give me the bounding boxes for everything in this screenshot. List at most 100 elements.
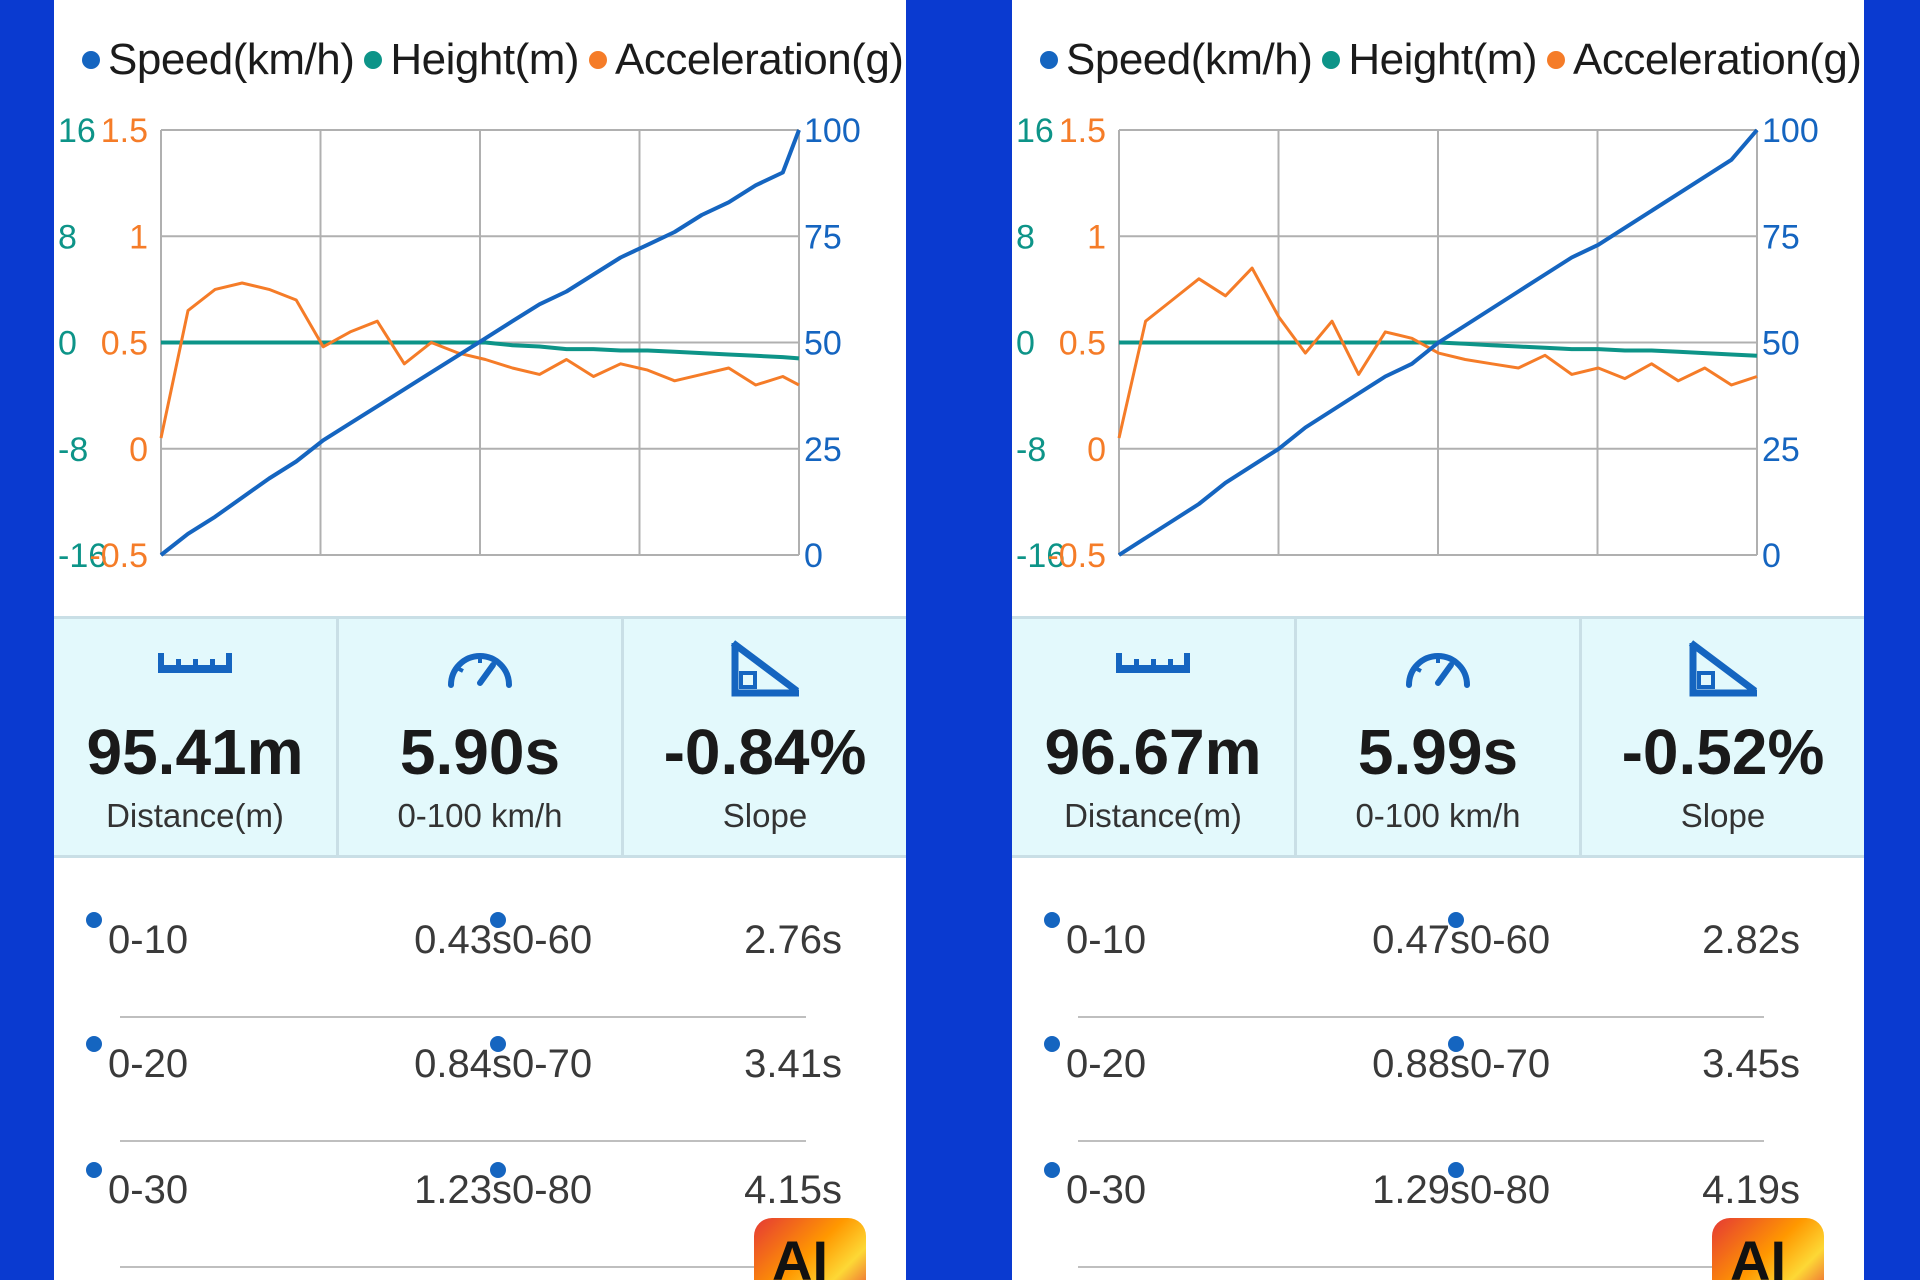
height-tick-label: -16 [58, 537, 107, 575]
acceleration-tick-label: 0.5 [1059, 325, 1106, 363]
performance-chart: 16 8 0 -8 -16 1.5 1 0.5 0 -0.5 100 75 50 25 0 [58, 112, 861, 575]
speed-dot-icon [1040, 51, 1058, 69]
time-value: 5.99s [1357, 716, 1519, 788]
height-tick-label: -16 [1016, 537, 1065, 575]
distance-label: Distance(m) [106, 797, 284, 834]
split-row: 0-30 1.29s 0-80 4.19s [1012, 1110, 1864, 1268]
split-label: 0-30 [108, 1168, 189, 1212]
speedometer-icon [448, 653, 512, 688]
bullet-icon [1448, 1036, 1464, 1052]
split-label: 0-80 [1470, 1168, 1551, 1212]
split-label: 0-10 [1066, 918, 1147, 962]
split-value: 3.45s [1702, 1042, 1800, 1086]
height-dot-icon [364, 51, 383, 69]
acceleration-series-line [159, 281, 800, 439]
split-times: 0-10 0.43s 0-60 2.76s 0-20 0.84s 0-70 3.… [54, 860, 906, 1280]
bullet-icon [490, 1162, 506, 1178]
distance-stat: 95.41m Distance(m) [54, 619, 336, 855]
speedometer-icon [1406, 653, 1470, 688]
speed-tick-label: 25 [1762, 431, 1800, 469]
height-tick-label: 16 [1016, 112, 1054, 150]
split-value: 2.82s [1702, 918, 1800, 962]
chart-legend: Speed(km/h) Height(m) Acceleration(g) [1040, 30, 1864, 90]
split-label: 0-70 [512, 1042, 593, 1086]
split-value: 0.43s [414, 918, 512, 962]
height-tick-label: 0 [58, 325, 77, 363]
height-tick-label: -8 [58, 431, 88, 469]
chart-legend: Speed(km/h) Height(m) Acceleration(g) [82, 30, 906, 90]
stats-bar: 96.67m Distance(m) 5.99s 0-100 km/h -0.5… [1012, 616, 1864, 858]
split-label: 0-20 [1066, 1042, 1147, 1086]
slope-value: -0.84% [663, 716, 867, 788]
speed-tick-label: 50 [804, 325, 842, 363]
split-label: 0-60 [1470, 918, 1551, 962]
slope-value: -0.52% [1621, 716, 1825, 788]
acceleration-tick-label: -0.5 [89, 537, 148, 575]
speed-tick-label: 100 [1762, 112, 1819, 150]
split-value: 0.88s [1372, 1042, 1470, 1086]
height-tick-label: 16 [58, 112, 96, 150]
time-value: 5.90s [399, 716, 561, 788]
split-label: 0-80 [512, 1168, 593, 1212]
time-label: 0-100 km/h [397, 797, 563, 834]
legend-height[interactable]: Height(m) [364, 35, 580, 85]
speed-tick-label: 100 [804, 112, 861, 150]
speed-series-line [159, 129, 801, 557]
height-tick-label: 8 [58, 218, 77, 256]
speed-series-line [1117, 128, 1759, 557]
distance-stat: 96.67m Distance(m) [1012, 619, 1294, 855]
speed-tick-label: 50 [1762, 325, 1800, 363]
distance-label: Distance(m) [1064, 797, 1242, 834]
divider [120, 1016, 806, 1018]
bullet-icon [86, 912, 102, 928]
acceleration-tick-label: 1 [1087, 218, 1106, 256]
acceleration-tick-label: 1.5 [101, 112, 148, 150]
acceleration-tick-label: 0.5 [101, 325, 148, 363]
slope-label: Slope [1680, 797, 1766, 834]
acceleration-tick-label: 1 [129, 218, 148, 256]
ai-assistant-button[interactable]: AI [754, 1218, 866, 1280]
acceleration-tick-label: -0.5 [1047, 537, 1106, 575]
time-stat: 5.90s 0-100 km/h [336, 619, 621, 855]
speed-tick-label: 75 [804, 218, 842, 256]
speed-tick-label: 75 [1762, 218, 1800, 256]
legend-speed-label: Speed(km/h) [1066, 35, 1313, 84]
ruler-icon [158, 653, 232, 673]
slope-icon [730, 640, 800, 697]
bullet-icon [1448, 1162, 1464, 1178]
legend-speed[interactable]: Speed(km/h) [82, 35, 355, 85]
split-value: 4.15s [744, 1168, 842, 1212]
legend-acceleration-label: Acceleration(g) [615, 35, 904, 84]
acceleration-dot-icon [589, 51, 608, 69]
slope-icon [1688, 640, 1758, 697]
split-times: 0-10 0.47s 0-60 2.82s 0-20 0.88s 0-70 3.… [1012, 860, 1864, 1280]
legend-acceleration-label: Acceleration(g) [1573, 35, 1862, 84]
speed-tick-label: 0 [804, 537, 823, 575]
result-panel-right: Speed(km/h) Height(m) Acceleration(g) 16… [1012, 0, 1864, 1280]
bullet-icon [490, 912, 506, 928]
slope-stat: -0.84% Slope [621, 619, 906, 855]
height-tick-label: 8 [1016, 218, 1035, 256]
performance-chart: 16 8 0 -8 -16 1.5 1 0.5 0 -0.5 100 75 50 25 0 [1016, 112, 1819, 575]
divider [1078, 1016, 1764, 1018]
acceleration-tick-label: 1.5 [1059, 112, 1106, 150]
legend-height[interactable]: Height(m) [1322, 35, 1538, 85]
legend-acceleration[interactable]: Acceleration(g) [1547, 35, 1862, 85]
split-row: 0-20 0.88s 0-70 3.45s [1012, 984, 1864, 1142]
split-label: 0-30 [1066, 1168, 1147, 1212]
split-value: 1.29s [1372, 1168, 1470, 1212]
split-row: 0-30 1.23s 0-80 4.15s [54, 1110, 906, 1268]
split-value: 2.76s [744, 918, 842, 962]
slope-stat: -0.52% Slope [1579, 619, 1864, 855]
ai-assistant-button[interactable]: AI [1712, 1218, 1824, 1280]
split-label: 0-10 [108, 918, 189, 962]
acceleration-dot-icon [1547, 51, 1566, 69]
legend-acceleration[interactable]: Acceleration(g) [589, 35, 904, 85]
slope-label: Slope [722, 797, 808, 834]
acceleration-tick-label: 0 [129, 431, 148, 469]
divider [1078, 1266, 1764, 1268]
split-value: 0.47s [1372, 918, 1470, 962]
legend-speed[interactable]: Speed(km/h) [1040, 35, 1313, 85]
bullet-icon [1448, 912, 1464, 928]
stats-bar: 95.41m Distance(m) 5.90s 0-100 km/h -0.8… [54, 616, 906, 858]
